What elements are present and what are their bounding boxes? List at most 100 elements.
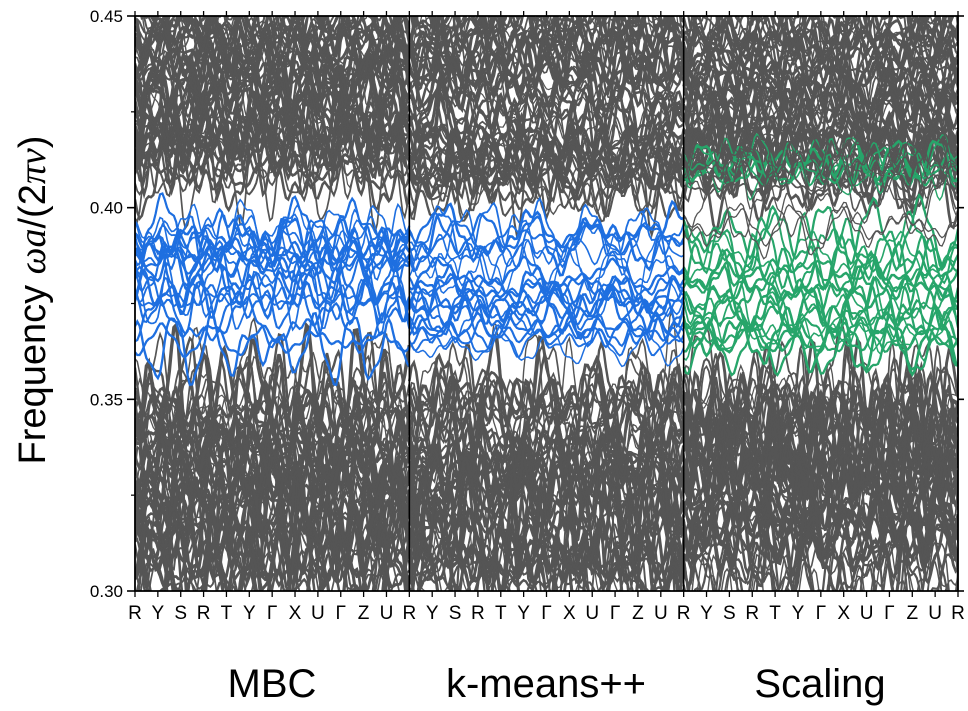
band-upper: [135, 16, 410, 73]
band-overlay: [683, 204, 958, 247]
band-highlight: [408, 279, 685, 319]
k-point-label: X: [289, 603, 302, 624]
band-lower: [408, 534, 685, 591]
band-highlight: [683, 289, 958, 330]
k-point-label: Γ: [336, 603, 346, 624]
bands-group: [135, 0, 958, 591]
band-highlight: [135, 198, 411, 274]
band-highlight: [682, 230, 958, 282]
band-lower: [408, 428, 685, 589]
band-upper: [683, 16, 958, 64]
band-lower: [135, 503, 411, 581]
band-upper: [682, 83, 958, 188]
band-highlight: [408, 287, 685, 348]
band-highlight: [683, 325, 958, 353]
k-point-label: S: [174, 603, 187, 624]
band-overlay: [683, 173, 958, 241]
band-lower: [408, 426, 685, 479]
band-highlight: [408, 324, 685, 359]
band-upper: [683, 50, 958, 77]
band-lower: [682, 511, 958, 587]
band-lower: [683, 437, 958, 484]
band-highlight: [682, 137, 958, 187]
band-upper: [429, 16, 685, 38]
k-point-label: R: [471, 603, 485, 624]
band-upper: [412, 16, 673, 50]
k-point-label: R: [197, 603, 211, 624]
band-lower: [135, 316, 410, 454]
band-upper: [408, 87, 685, 138]
band-upper: [412, 16, 641, 42]
band-overlay: [683, 123, 958, 196]
panel-title-scaling: Scaling: [754, 662, 885, 706]
k-point-label: T: [769, 603, 781, 624]
band-lower: [683, 441, 958, 515]
band-highlight: [683, 211, 958, 291]
panel-title-mbc: MBC: [228, 662, 317, 706]
y-tick-label: 0.40: [90, 199, 123, 218]
band-upper: [408, 71, 685, 120]
band-lower: [407, 437, 685, 483]
band-upper: [682, 78, 958, 129]
k-point-label: X: [837, 603, 850, 624]
band-highlight: [135, 244, 411, 277]
band-upper: [683, 16, 958, 61]
band-upper: [683, 23, 958, 106]
band-highlight: [408, 231, 685, 304]
band-upper: [411, 16, 685, 40]
y-axis-label-rest: /(2: [12, 184, 54, 228]
band-upper: [683, 45, 958, 140]
plot-area: [135, 0, 958, 591]
k-point-label: R: [951, 603, 965, 624]
k-point-label: Γ: [541, 603, 551, 624]
k-point-label: Z: [906, 603, 918, 624]
band-highlight: [683, 266, 958, 310]
k-point-label: U: [585, 603, 599, 624]
band-lower: [416, 554, 685, 591]
k-point-label: T: [495, 603, 507, 624]
k-point-label: Γ: [610, 603, 620, 624]
band-highlight: [683, 284, 958, 335]
band-upper: [682, 19, 958, 129]
band-highlight: [682, 232, 958, 293]
band-upper: [721, 16, 924, 26]
band-highlight: [135, 227, 411, 309]
band-highlight: [408, 196, 685, 270]
k-point-label: Z: [632, 603, 644, 624]
k-point-label: U: [860, 603, 874, 624]
band-lower: [408, 348, 685, 458]
band-upper: [152, 16, 411, 64]
band-highlight: [682, 248, 958, 298]
k-point-label: T: [221, 603, 233, 624]
band-lower: [135, 375, 411, 524]
band-highlight: [135, 213, 411, 279]
band-upper: [135, 75, 411, 183]
band-highlight: [408, 255, 685, 292]
band-highlight: [408, 318, 685, 349]
band-overlay: [683, 192, 958, 260]
k-point-label: Y: [792, 603, 805, 624]
band-highlight: [408, 220, 685, 255]
band-upper: [408, 134, 685, 205]
k-point-label: Y: [517, 603, 530, 624]
band-upper: [682, 28, 958, 79]
band-upper: [682, 16, 955, 55]
band-upper: [684, 0, 958, 11]
y-tick-label: 0.45: [90, 7, 123, 26]
band-highlight: [135, 261, 411, 337]
k-point-label: R: [677, 603, 691, 624]
band-highlight: [408, 199, 684, 277]
band-highlight: [683, 316, 958, 354]
band-upper: [682, 75, 958, 124]
band-upper: [135, 115, 410, 187]
k-point-label: Y: [243, 603, 256, 624]
band-lower: [408, 379, 685, 467]
k-point-label: Γ: [884, 603, 894, 624]
band-lower: [407, 332, 686, 493]
k-point-label: U: [311, 603, 325, 624]
band-upper: [135, 128, 411, 233]
band-lower: [135, 433, 411, 501]
band-upper: [408, 148, 685, 219]
band-highlight: [135, 322, 411, 359]
